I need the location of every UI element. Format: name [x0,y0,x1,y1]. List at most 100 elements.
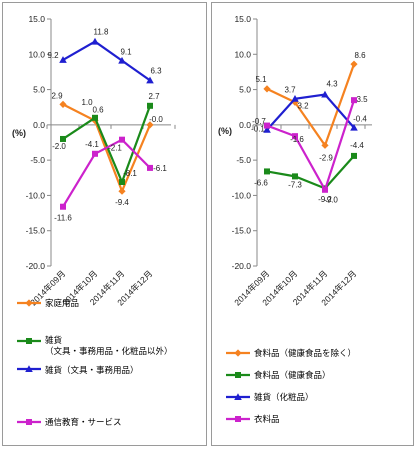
y-tick-label: 5.0 [33,85,45,95]
y-tick-label: 15.0 [28,14,45,24]
data-point-2-3 [119,179,125,186]
data-point-3-1 [263,125,271,133]
y-tick-label: -15.0 [26,226,46,236]
left-chart-panel: 15.0 10.0 5.0 0.0 -5.0 -10.0 -15.0 -20.0 (%) 2014… [2,2,207,446]
data-point-4-4 [147,164,153,171]
series-line-4 [266,99,356,193]
data-label-2-4: 2.7 [148,92,160,101]
right-chart-panel: 15.0 10.0 5.0 0.0 -5.0 -10.0 -15.0 -20.0 (%) 2014… [211,2,414,446]
data-label-4-3: -9.2 [318,195,332,204]
y-tick-label: -20.0 [26,261,46,271]
legend-swatch [17,419,41,425]
data-label-4-4: 3.5 [356,95,368,104]
y-axis-label: (%) [12,128,26,138]
legend-label: 雑貨（文具・事務用品） [45,365,139,375]
legend-label: 食料品（健康食品を除く） [254,348,357,358]
data-label-1-1: 5.1 [255,75,267,84]
y-tick-label: -15.0 [232,226,252,236]
legend-swatch-marker [234,349,242,357]
data-label-1-4: 8.6 [354,51,366,60]
data-point-1-1 [59,100,67,108]
legend-swatch-marker [234,393,242,400]
data-label-2-2: 1.0 [81,98,93,107]
legend-label: 食料品（健康食品） [254,370,331,380]
data-label-3-3: 9.1 [120,48,132,57]
legend-label: （文具・事務用品・化粧品以外） [45,346,173,356]
data-label-2-1: -2.0 [52,142,66,151]
legend-swatch [226,372,250,378]
data-point-2-1 [264,168,270,175]
data-point-3-4 [350,123,358,131]
data-label-2-3: -9.0 [324,195,338,204]
series-line-4 [62,138,151,208]
data-point-4-1 [60,203,66,210]
data-label-3-4: 6.3 [150,66,162,75]
data-label-2-4: -4.4 [350,141,364,150]
legend-label: 衣料品 [254,414,280,424]
data-point-1-4 [350,60,358,68]
legend-swatch-marker [26,419,32,425]
data-point-1-1 [263,85,271,93]
data-point-3-3 [118,56,126,64]
y-tick-label: -10.0 [26,190,46,200]
data-point-1-3 [321,141,329,149]
legend-swatch [226,416,250,422]
data-label-1-3: -9.4 [115,198,129,207]
y-axis-label: (%) [218,126,232,136]
data-point-1-3 [118,187,126,195]
legend-label: 雑貨 [45,335,63,345]
data-label-1-1: 2.9 [51,91,63,100]
y-tick-label: 10.0 [234,49,251,59]
data-point-3-1 [59,56,67,63]
data-label-4-2: -1.6 [290,135,304,144]
data-point-3-4 [146,76,154,84]
data-point-2-4 [351,152,357,159]
right-chart-svg: 15.010.05.00.0-5.0-10.0-15.0-20.0(%)2014… [218,14,372,307]
data-label-4-1: -0.1 [251,125,265,134]
data-label-1-3: -2.9 [319,153,333,162]
series-line-1 [62,103,152,195]
data-label-3-2: 3.7 [284,86,296,95]
y-tick-label: -20.0 [232,261,252,271]
legend-swatch [17,299,41,307]
data-label-1-2: 3.2 [297,101,309,110]
data-point-4-3 [322,186,328,193]
data-label-3-1: 9.2 [47,51,59,60]
legend-swatch [226,349,250,357]
y-tick-label: -5.0 [236,155,251,165]
data-label-2-2: -7.3 [288,180,302,189]
series-line-2 [62,105,152,186]
y-tick-label: 10.0 [28,49,45,59]
left-chart-svg: 15.010.05.00.0-5.0-10.0-15.0-20.0(%)2014… [12,14,176,307]
data-point-2-1 [60,135,66,142]
data-label-2-1: -6.6 [254,178,268,187]
data-label-4-1: -11.6 [54,214,72,223]
y-tick-label: 5.0 [239,85,251,95]
data-point-4-3 [119,136,125,143]
data-point-4-2 [292,133,298,140]
data-point-2-2 [292,173,298,180]
data-point-4-4 [351,97,357,104]
y-tick-label: 0.0 [239,120,251,130]
data-label-3-3: 4.3 [326,80,338,89]
legend-label: 雑貨（化粧品） [254,392,314,402]
data-point-3-2 [91,37,99,45]
series-line-3 [266,93,355,131]
legend-swatch [226,393,250,400]
legend-swatch-marker [25,299,33,307]
y-tick-label: -5.0 [30,155,45,165]
series-line-2 [266,155,355,190]
data-point-4-1 [264,122,270,129]
data-label-2-3: -8.1 [123,169,137,178]
data-point-3-2 [291,94,299,102]
data-label-3-1: -0.7 [252,117,266,126]
legend-swatch [17,338,41,344]
y-tick-label: 0.0 [33,120,45,130]
data-point-2-2 [92,114,98,121]
legend-label: 家庭用品 [45,298,80,308]
data-point-1-4 [146,121,154,129]
legend-swatch [17,365,41,372]
legend-swatch-marker [25,365,33,372]
data-label-4-2: -4.1 [85,140,99,149]
data-label-3-2: 11.8 [94,28,110,37]
